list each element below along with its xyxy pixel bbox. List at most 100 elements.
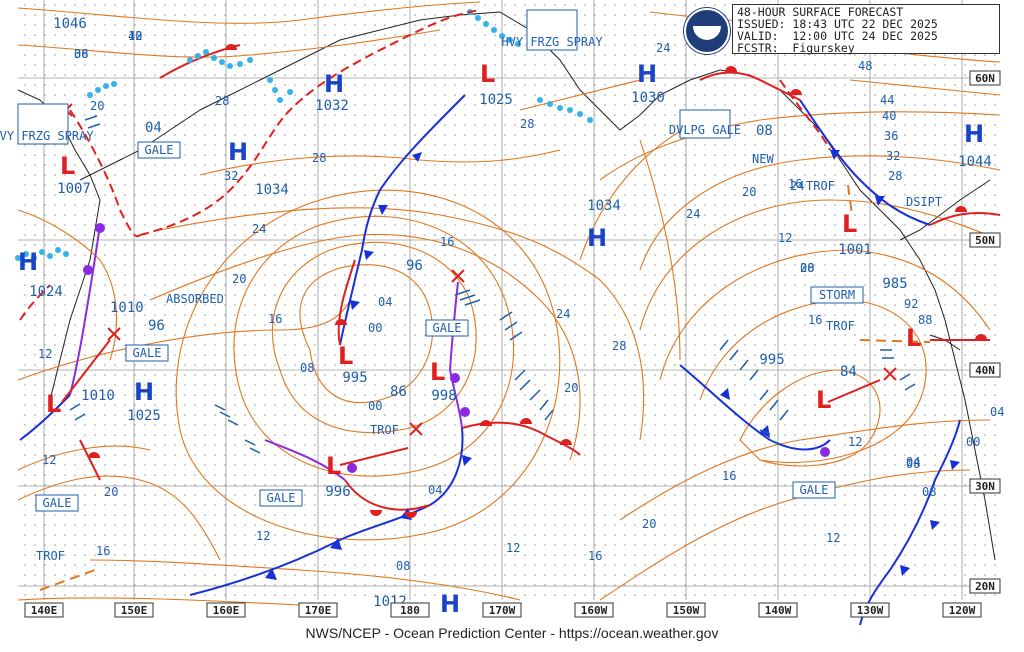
map-label: ABSORBED (166, 292, 224, 306)
latitude-label: 30N (975, 480, 995, 493)
isobar-label: 16 (440, 235, 454, 249)
pressure-value: 1024 (29, 284, 63, 300)
longitude-label: 150W (673, 604, 700, 617)
warning-boxes: HVY FRZG SPRAY HVY FRZG SPRAY GALE GALE … (0, 9, 864, 512)
high-center-icon: H (228, 138, 248, 166)
isobar-label: 04 (906, 455, 920, 469)
isobar-label: 08 (906, 457, 920, 471)
isobar-label: 12 (778, 231, 792, 245)
pressure-value: 1046 (53, 16, 87, 32)
trough (847, 184, 853, 216)
cold-front (339, 94, 466, 346)
isobar-label: 12 (506, 541, 520, 555)
cold-front (19, 394, 71, 441)
isobar-label: 08 (396, 559, 410, 573)
longitude-label: 140E (31, 604, 58, 617)
isobar-label: 44 (880, 93, 894, 107)
latitude-label-box (969, 578, 1001, 594)
high-center-icon: H (324, 70, 344, 98)
high-center-icon: H (440, 590, 460, 618)
latitude-labels: 60N 50N 40N 30N 20N (969, 70, 1001, 594)
longitude-label-box (482, 602, 522, 618)
isobar-label: 16 (722, 469, 736, 483)
latitude-label-box (969, 362, 1001, 378)
longitude-label-box (24, 602, 64, 618)
longitude-label: 160W (581, 604, 608, 617)
isobar-label: 20 (800, 261, 814, 275)
isobar-label: 16 (788, 177, 802, 191)
low-center-icon: L (46, 390, 61, 418)
isobar-label: 48 (858, 59, 872, 73)
map-label: TROF (826, 319, 855, 333)
pressure-value: 1030 (631, 90, 665, 106)
isobar-label: 24 (686, 207, 700, 221)
longitude-label-box (666, 602, 706, 618)
pressure-value: 998 (431, 388, 456, 404)
map-label: DSIPT (906, 195, 942, 209)
longitude-label-box (390, 602, 430, 618)
longitude-label: 120W (949, 604, 976, 617)
low-center-icon: L (816, 386, 831, 414)
isobar-label: 28 (312, 151, 326, 165)
map-label: 84 (840, 364, 857, 380)
longitude-label-box (574, 602, 614, 618)
grid-lines (18, 0, 1000, 600)
issued-time: 18:43 UTC 22 DEC 2025 (792, 17, 938, 31)
isobar-label: 04 (428, 483, 442, 497)
occluded-front (69, 224, 101, 396)
isobar-label: 28 (215, 94, 229, 108)
warm-front (337, 259, 356, 346)
longitude-label: 180 (400, 604, 420, 617)
high-center-icon: H (964, 120, 984, 148)
warning-label: HVY FRZG SPRAY (501, 35, 603, 49)
occluded-front (264, 439, 346, 481)
isobar-label: 36 (884, 129, 898, 143)
issued-label: ISSUED: (737, 17, 786, 31)
pressure-value: 1034 (255, 182, 289, 198)
longitude-label: 170E (305, 604, 332, 617)
pressure-value: 1007 (57, 181, 91, 197)
isobar-label: 16 (808, 313, 822, 327)
front-symbols (83, 44, 987, 580)
longitude-label-box (298, 602, 338, 618)
warning-label: GALE (43, 496, 72, 510)
trough (859, 339, 931, 343)
isobar-label: 12 (38, 347, 52, 361)
warm-front (79, 439, 101, 481)
forecaster-label: FCSTR: (737, 41, 779, 55)
warning-label: GALE (800, 483, 829, 497)
isobar-label: 28 (612, 339, 626, 353)
freezing-spray-area (19, 9, 831, 321)
forecaster-name: Figurskey (792, 41, 855, 55)
isobar-label: 16 (588, 549, 602, 563)
isobar-label: 20 (742, 185, 756, 199)
warning-label: GALE (145, 143, 174, 157)
map-label: TROF (370, 423, 399, 437)
isobar-label: 00 (368, 321, 382, 335)
warning-label: GALE (433, 321, 462, 335)
isobar-label: 20 (564, 381, 578, 395)
cold-front (679, 364, 831, 451)
isobar-label: 24 (656, 41, 670, 55)
isobar-label: 12 (42, 453, 56, 467)
trough (39, 569, 96, 591)
isobar-label: 32 (224, 169, 238, 183)
map-label: NEW (752, 152, 774, 166)
cold-front (799, 99, 931, 226)
isobar-label: 16 (96, 544, 110, 558)
map-label: 96 (148, 318, 165, 334)
forecast-info-box: 48-HOUR SURFACE FORECAST ISSUED: 18:43 U… (732, 4, 1000, 54)
isobar-label: 28 (888, 169, 902, 183)
isobar-label: 24 (790, 179, 804, 193)
isobar-label: 36 (74, 47, 88, 61)
pressure-centers: H H H H H H H H L L L L L L L L L (18, 60, 984, 618)
cold-front (189, 427, 464, 596)
longitude-label: 170W (489, 604, 516, 617)
isobar-label: 24 (252, 222, 266, 236)
latitude-label: 40N (975, 364, 995, 377)
isobar-label: 00 (966, 435, 980, 449)
isobar-label: 20 (104, 485, 118, 499)
latitude-label-box (969, 232, 1001, 248)
high-center-icon: H (637, 60, 657, 88)
